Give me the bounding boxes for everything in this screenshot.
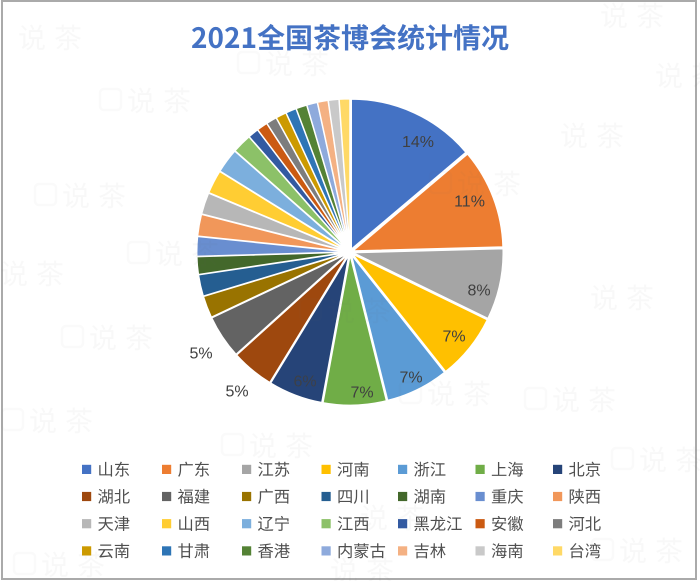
- svg-text:7%: 7%: [442, 328, 465, 345]
- svg-text:8%: 8%: [467, 282, 490, 299]
- svg-text:14%: 14%: [402, 134, 434, 151]
- svg-text:5%: 5%: [189, 345, 212, 362]
- svg-text:5%: 5%: [225, 383, 248, 400]
- svg-text:6%: 6%: [293, 373, 316, 390]
- svg-text:7%: 7%: [350, 384, 373, 401]
- svg-text:11%: 11%: [454, 193, 485, 210]
- svg-text:7%: 7%: [399, 369, 422, 386]
